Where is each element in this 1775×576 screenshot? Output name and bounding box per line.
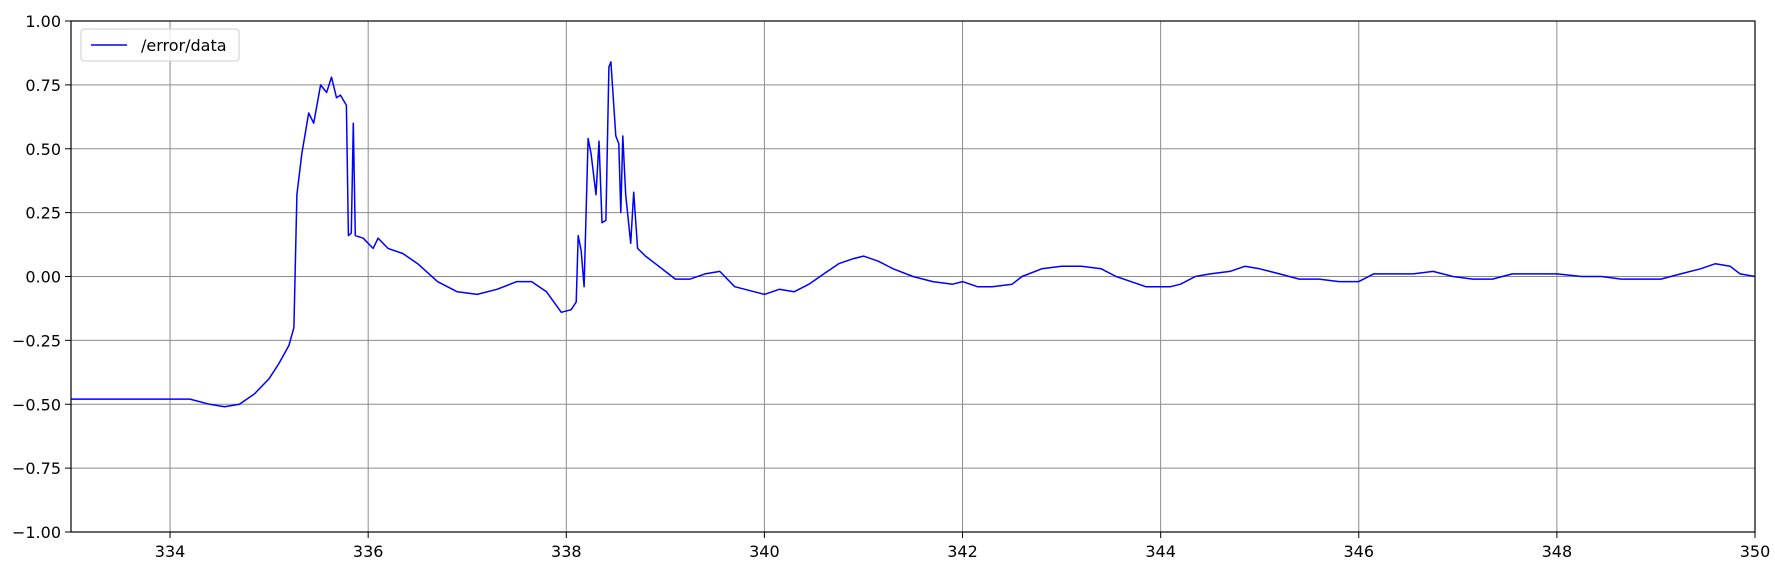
x-tick-label: 348	[1542, 542, 1573, 561]
y-tick-label: 1.00	[25, 12, 61, 31]
x-tick-label: 342	[947, 542, 978, 561]
y-tick-label: −0.75	[12, 459, 61, 478]
y-tick-label: 0.00	[25, 268, 61, 287]
y-tick-label: −0.50	[12, 395, 61, 414]
x-tick-label: 336	[353, 542, 384, 561]
series-line-error-data	[71, 61, 1756, 408]
y-tick-label: −1.00	[12, 523, 61, 542]
x-tick-label: 350	[1740, 542, 1771, 561]
legend: /error/data	[80, 28, 240, 62]
x-tick-label: 344	[1145, 542, 1176, 561]
x-tick-label: 334	[155, 542, 186, 561]
legend-label: /error/data	[141, 36, 227, 55]
y-tick-label: 0.50	[25, 140, 61, 159]
plot-frame	[70, 20, 1756, 533]
x-tick-label: 338	[551, 542, 582, 561]
x-tick-label: 346	[1343, 542, 1374, 561]
y-tick-label: −0.25	[12, 331, 61, 350]
y-tick-label: 0.25	[25, 204, 61, 223]
axis-ticks	[65, 20, 1756, 538]
tick-labels: 334 336 338 340 342 344 346 348 350 1.00 0.75 0.50 0…	[12, 12, 1770, 561]
y-tick-label: 0.75	[25, 76, 61, 95]
legend-box	[80, 28, 240, 62]
x-tick-label: 340	[749, 542, 780, 561]
series-group	[71, 61, 1756, 408]
